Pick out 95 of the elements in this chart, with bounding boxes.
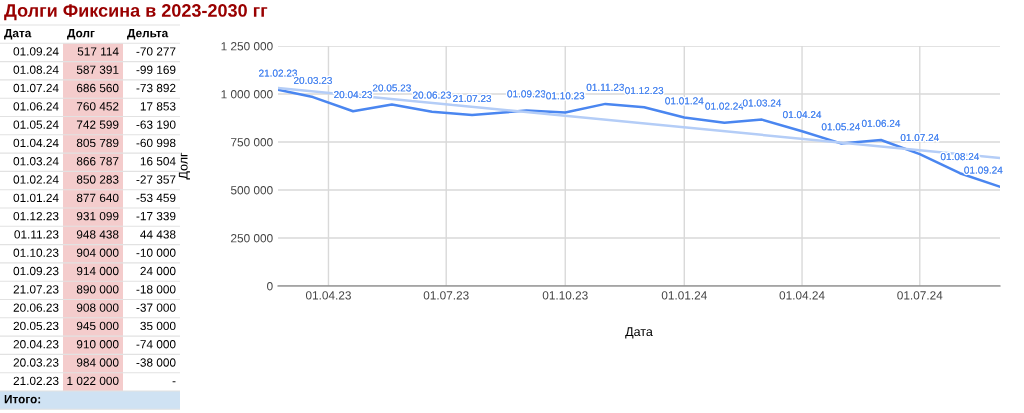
data-label: 20.06.23 — [413, 91, 451, 99]
text: 914 000 — [76, 266, 119, 276]
text: 866 787 — [76, 157, 119, 166]
y-tick-label: 0 — [267, 282, 273, 291]
text: 01.02.24 — [13, 175, 59, 184]
text: 16 504 — [140, 157, 176, 166]
text: 587 391 — [76, 65, 119, 74]
text: -10 000 — [136, 248, 176, 257]
text: -38 000 — [136, 358, 176, 367]
data-label: 01.10.23 — [546, 92, 585, 100]
data-label: 01.07.24 — [900, 134, 939, 142]
text: 01.08.24 — [13, 65, 59, 74]
data-label: 01.02.24 — [705, 102, 744, 110]
text: 904 000 — [76, 248, 119, 257]
data-label: 20.04.23 — [334, 91, 373, 99]
text: 890 000 — [76, 285, 119, 294]
y-axis-title: Долг — [178, 152, 190, 180]
text: 01.03.24 — [13, 157, 59, 166]
y-tick-label: 500 000 — [230, 186, 273, 195]
text: 01.09.24 — [13, 47, 59, 56]
text: - — [172, 381, 176, 383]
x-tick-label: 01.01.24 — [661, 291, 707, 300]
text: Долги Фиксина в 2023-2030 гг — [4, 4, 268, 21]
text: 984 000 — [76, 358, 119, 367]
data-label: 21.07.23 — [453, 94, 492, 103]
data-label: 01.12.23 — [625, 87, 664, 95]
text: 35 000 — [140, 321, 176, 331]
text: 01.11.23 — [14, 230, 59, 239]
text: 1 022 000 — [67, 376, 119, 386]
text: -63 190 — [136, 120, 176, 129]
y-tick-label: 1 000 000 — [221, 90, 273, 99]
text: -99 169 — [136, 65, 176, 74]
data-label: 20.03.23 — [293, 76, 332, 84]
text: 948 438 — [76, 230, 119, 239]
x-tick-label: 01.07.23 — [423, 291, 469, 300]
text: Дата — [4, 29, 32, 40]
data-label: 01.06.24 — [861, 119, 901, 127]
text: 01.06.24 — [13, 102, 59, 111]
text: 850 283 — [76, 175, 119, 184]
y-tick-label: 250 000 — [231, 234, 273, 243]
text: 20.06.23 — [13, 303, 59, 312]
text: -17 339 — [136, 211, 176, 221]
x-tick-label: 01.07.24 — [897, 291, 943, 300]
data-label: 01.11.23 — [586, 83, 625, 91]
text: -37 000 — [136, 303, 176, 312]
text: -73 892 — [136, 83, 176, 93]
x-tick-label: 01.10.23 — [542, 291, 588, 300]
text: 877 640 — [76, 193, 119, 203]
data-label: 01.05.24 — [821, 123, 861, 131]
text: 01.12.23 — [13, 211, 59, 221]
data-label: 01.09.24 — [964, 166, 1003, 174]
data-label: 01.04.24 — [782, 111, 822, 119]
text: 01.01.24 — [13, 193, 59, 203]
text: 01.09.23 — [13, 266, 59, 276]
data-label: 20.05.23 — [372, 84, 411, 92]
text: 686 560 — [76, 83, 119, 93]
text: -74 000 — [136, 340, 176, 349]
data-label: 01.08.24 — [940, 153, 980, 161]
text: 21.02.23 — [13, 376, 59, 386]
text: -60 998 — [136, 138, 176, 148]
text: 805 789 — [76, 138, 119, 148]
text: 517 114 — [77, 47, 119, 56]
text: 20.05.23 — [13, 321, 59, 331]
data-label: 01.01.24 — [665, 97, 704, 105]
text: -27 357 — [136, 175, 176, 184]
x-tick-label: 01.04.23 — [305, 291, 351, 300]
text: Итого: — [4, 395, 41, 404]
data-label: 01.03.24 — [742, 99, 782, 107]
y-tick-label: 1 250 000 — [221, 42, 273, 51]
text: -70 277 — [136, 47, 176, 56]
text: 945 000 — [76, 321, 119, 331]
text: -18 000 — [136, 285, 176, 294]
text: 760 452 — [76, 102, 119, 111]
text: Долг — [67, 29, 95, 40]
text: 20.03.23 — [13, 358, 59, 367]
text: 742 599 — [76, 120, 119, 129]
x-tick-label: 01.04.24 — [779, 291, 825, 300]
text: 01.04.24 — [13, 138, 59, 148]
text: 24 000 — [140, 266, 176, 276]
text: Дельта — [127, 29, 169, 40]
text: 17 853 — [140, 102, 176, 111]
data-label: 01.09.23 — [507, 90, 546, 98]
data-label: 21.02.23 — [259, 69, 298, 77]
text: 908 000 — [76, 303, 119, 312]
text: -53 459 — [136, 193, 176, 203]
y-tick-label: 750 000 — [231, 138, 273, 147]
text: 01.10.23 — [13, 248, 59, 257]
x-axis-title: Дата — [625, 327, 653, 339]
text: 01.05.24 — [13, 120, 59, 129]
text: 931 099 — [76, 211, 119, 221]
text: 20.04.23 — [13, 340, 59, 349]
text: 21.07.23 — [13, 285, 59, 294]
text: 44 438 — [140, 230, 176, 239]
text: 01.07.24 — [13, 83, 59, 93]
text: 910 000 — [76, 340, 119, 349]
